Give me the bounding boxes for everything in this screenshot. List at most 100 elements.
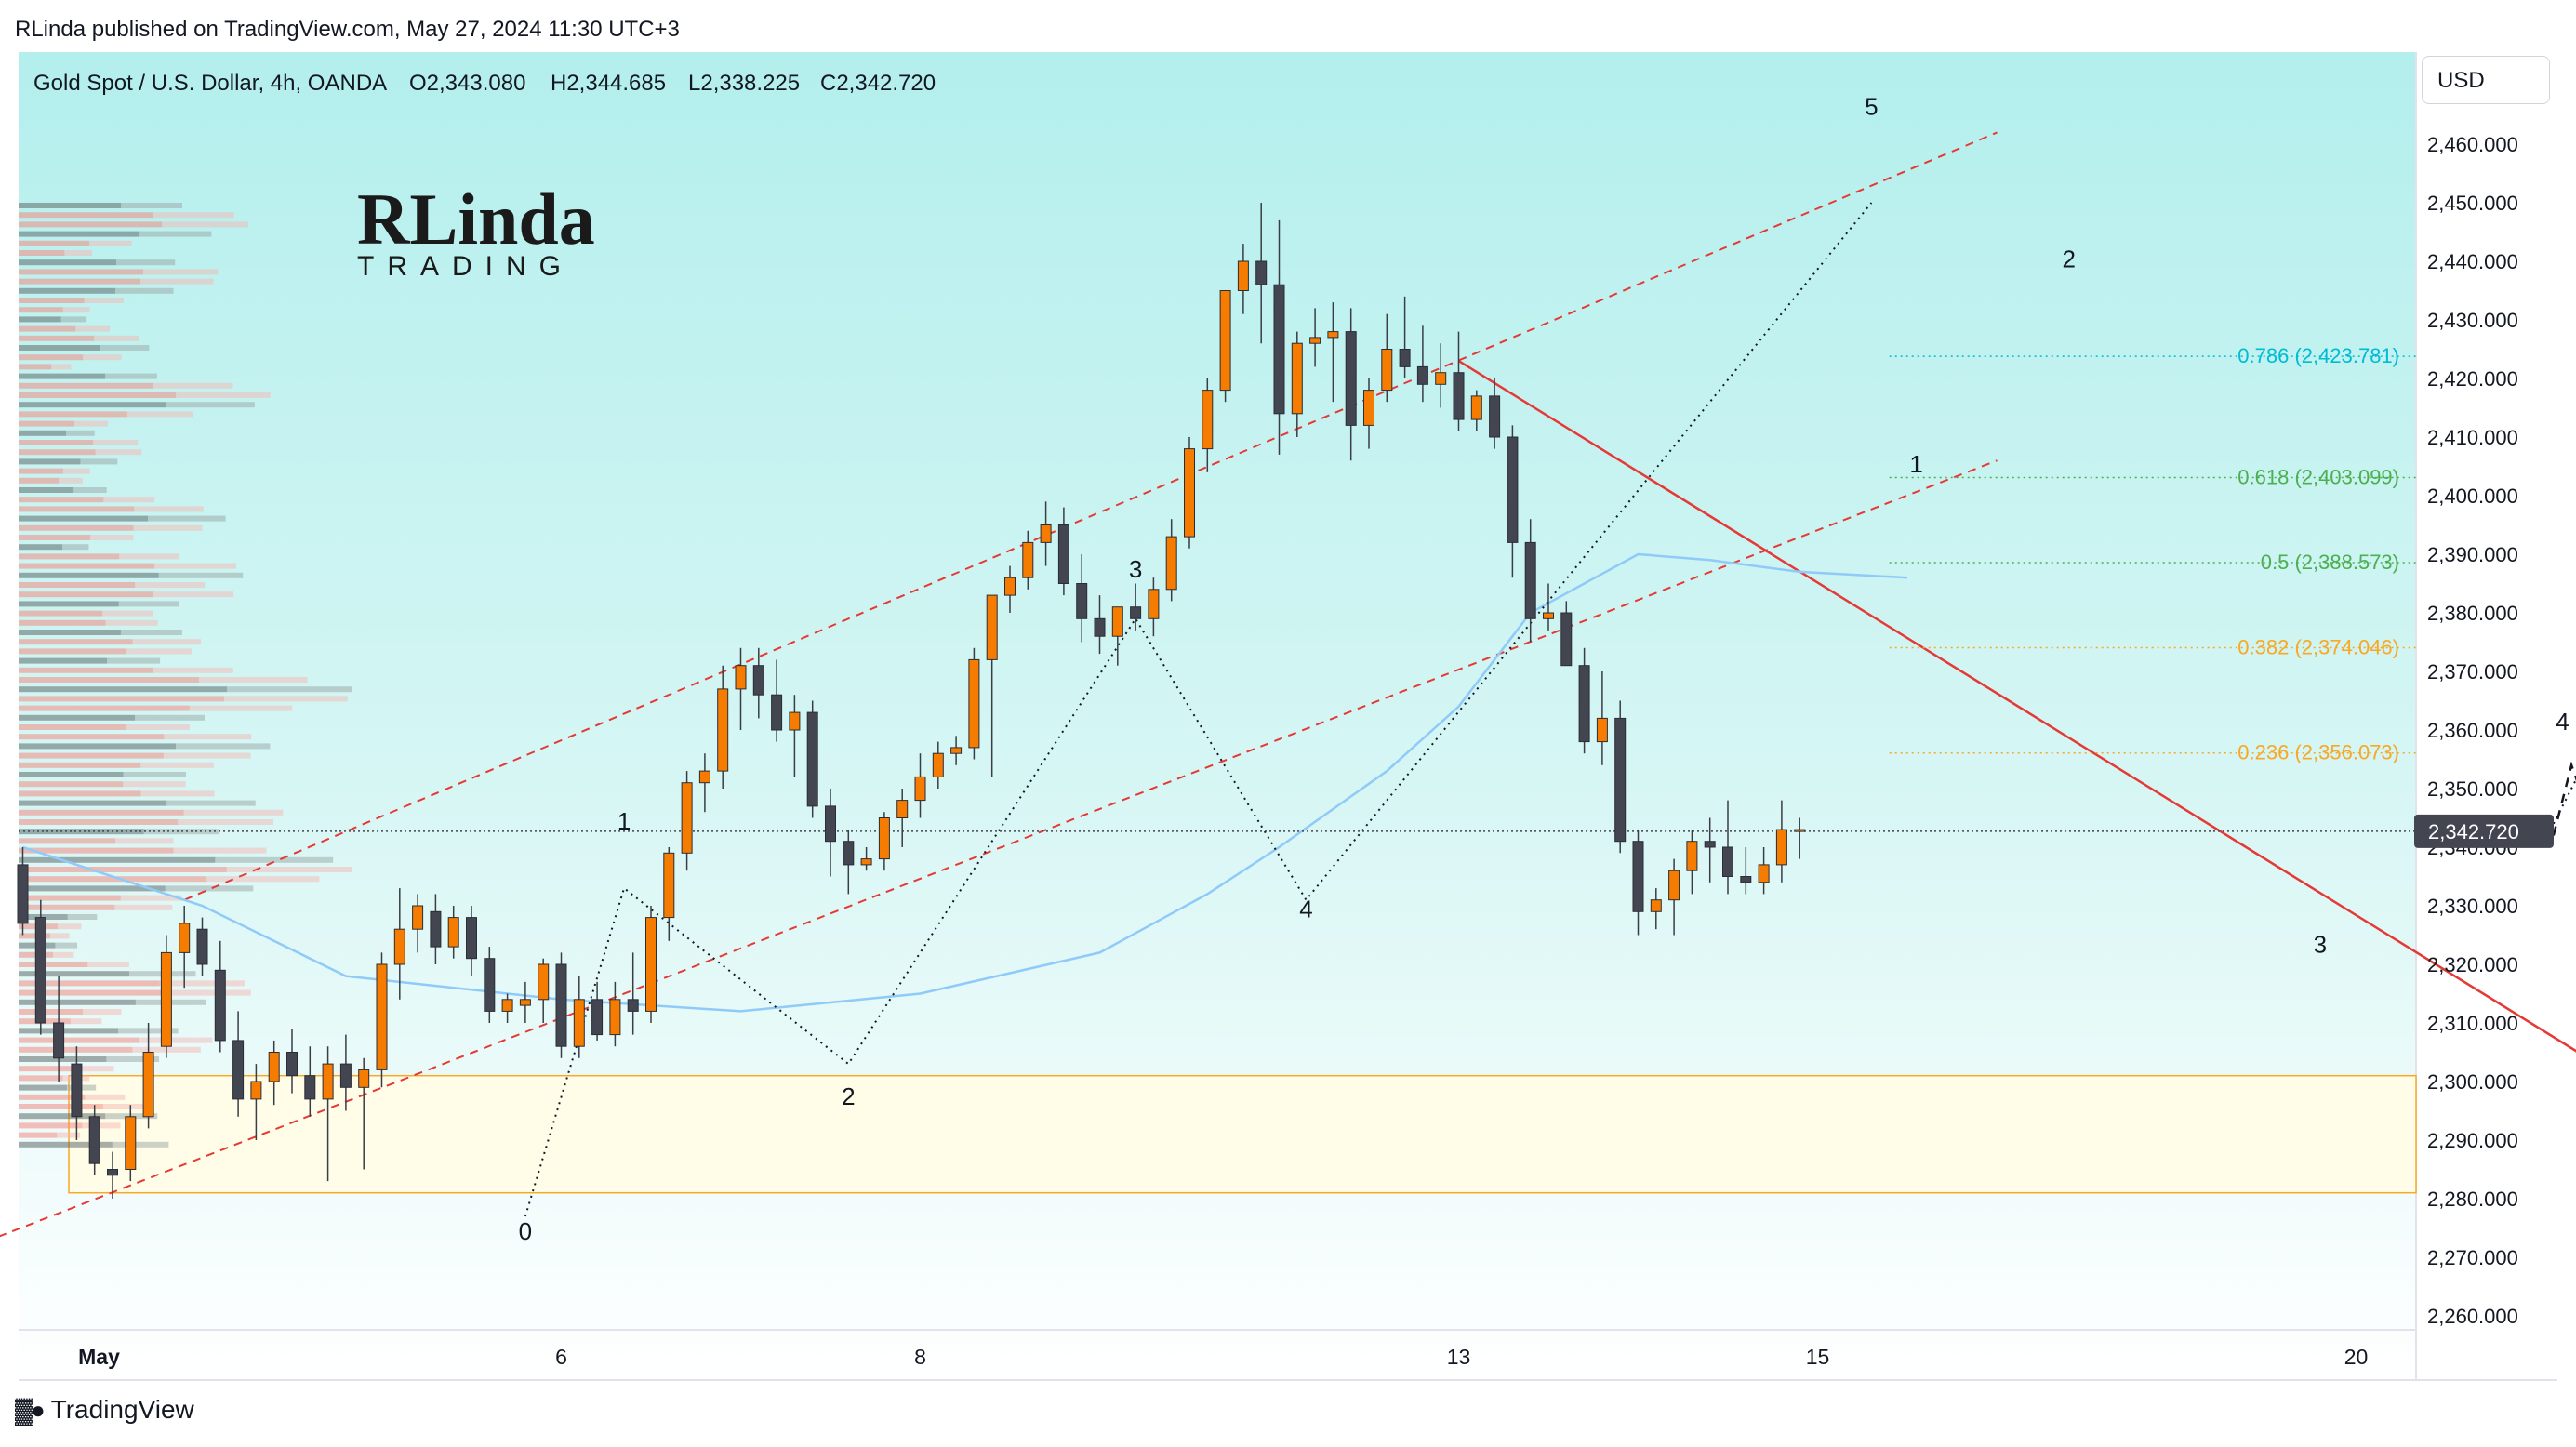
candle-bullish — [1309, 337, 1321, 344]
candle-bullish — [322, 1063, 334, 1100]
volume-profile-bar — [19, 212, 153, 219]
volume-profile-bar — [19, 1122, 83, 1129]
volume-profile-bar — [19, 829, 144, 835]
volume-profile-bar — [19, 610, 103, 617]
candle-bullish — [1435, 372, 1447, 385]
candle-bearish — [1094, 617, 1106, 637]
volume-profile-bar-ext — [162, 221, 248, 228]
volume-profile-bar-ext — [105, 373, 157, 379]
volume-profile-bar — [19, 856, 216, 863]
candle-bearish — [627, 999, 639, 1012]
fibonacci-levels: 0.786 (2,423.781) 0.618 (2,403.099) 0.5 (2… — [1889, 344, 2416, 764]
time-axis[interactable]: May68131520222729Jun — [78, 1345, 2576, 1369]
volume-profile-bar — [19, 411, 127, 418]
volume-profile-bar — [19, 989, 165, 996]
candle-bullish — [986, 594, 998, 660]
candle-bullish — [645, 917, 657, 1012]
volume-profile-bar — [19, 1009, 84, 1015]
volume-profile-bar — [19, 639, 133, 645]
volume-profile-bar — [19, 440, 94, 445]
volume-profile-bar — [19, 1028, 119, 1034]
candle-bullish — [860, 858, 872, 866]
candle-bearish — [591, 999, 604, 1036]
volume-profile-bar — [19, 468, 63, 474]
candle-bullish — [663, 852, 675, 919]
volume-profile-bar — [19, 895, 121, 901]
fib-level-label: 0.618 (2,403.099) — [2237, 465, 2399, 488]
volume-profile-bar — [19, 772, 124, 777]
volume-profile-bar-ext — [183, 809, 284, 816]
wave-labels: 01234512344? — [519, 93, 2569, 1246]
volume-profile-bar-ext — [226, 867, 352, 872]
ohlc-high: H2,344.685 — [551, 71, 666, 96]
fib-level-label: 0.236 (2,356.073) — [2237, 741, 2399, 764]
fib-level-label: 0.786 (2,423.781) — [2237, 344, 2399, 367]
volume-profile-bar-ext — [58, 477, 83, 484]
volume-profile-bar — [19, 515, 149, 522]
volume-profile-bar-ext — [120, 630, 182, 635]
x-tick-label: 6 — [555, 1345, 567, 1369]
y-tick-label: 2,390.000 — [2427, 543, 2518, 566]
candle-bearish — [1560, 612, 1573, 667]
volume-profile-bar-ext — [173, 847, 267, 854]
candle-bullish — [1202, 390, 1214, 450]
candle-bullish — [412, 905, 424, 930]
volume-profile-bar — [19, 524, 134, 531]
price-axis[interactable]: 2,460.000 2,450.000 2,440.000 2,430.000 2,42… — [2414, 133, 2554, 1328]
volume-profile-bar — [19, 582, 136, 588]
ohlc-close: C2,342.720 — [820, 71, 936, 96]
volume-profile-bar-ext — [55, 942, 78, 949]
candle-bullish — [1668, 870, 1680, 901]
volume-profile-bar-ext — [53, 951, 74, 958]
volume-profile-bar — [19, 1075, 63, 1082]
candle-bullish — [914, 776, 926, 802]
volume-profile-bar — [19, 325, 76, 332]
volume-profile-bar-ext — [62, 468, 90, 474]
volume-profile-bar-ext — [102, 610, 153, 617]
candle-bearish — [843, 841, 855, 866]
volume-profile-bar-ext — [140, 790, 215, 797]
volume-profile-bar — [19, 677, 199, 683]
volume-profile-bar-ext — [139, 278, 214, 285]
candle-bullish — [1184, 448, 1195, 538]
volume-profile-bar-ext — [114, 904, 173, 910]
volume-profile-bar-ext — [163, 752, 251, 759]
volume-profile-bar — [19, 269, 144, 275]
y-tick-label: 2,350.000 — [2427, 777, 2518, 801]
volume-profile-bar-ext — [139, 1037, 213, 1043]
candle-bearish — [430, 910, 442, 948]
volume-profile-bar-ext — [215, 856, 334, 863]
candle-bullish — [896, 800, 909, 818]
candle-bearish — [484, 958, 496, 1012]
volume-profile-bar — [19, 1104, 103, 1109]
y-tick-label: 2,280.000 — [2427, 1188, 2518, 1211]
y-tick-label: 2,450.000 — [2427, 192, 2518, 215]
volume-profile-bar — [19, 316, 61, 323]
candle-bullish — [538, 963, 550, 1001]
x-tick-label: 8 — [914, 1345, 926, 1369]
currency-button[interactable]: USD — [2422, 56, 2550, 104]
volume-profile-bar-ext — [102, 1104, 154, 1109]
volume-profile-bar — [19, 1094, 86, 1100]
volume-profile-bar — [19, 999, 136, 1005]
wave-label: 0 — [519, 1217, 532, 1245]
moving-average-line — [22, 552, 1908, 1013]
y-tick-label: 2,310.000 — [2427, 1012, 2518, 1035]
candle-bearish — [286, 1052, 298, 1077]
tradingview-footer[interactable]: ▓● TradingView — [15, 1395, 194, 1425]
candle-bullish — [179, 923, 191, 953]
volume-profile-bar — [19, 402, 166, 408]
wave-label: 2 — [842, 1082, 855, 1110]
volume-profile-bar-ext — [176, 392, 271, 398]
candle-bullish — [1363, 390, 1374, 426]
candle-bullish — [268, 1052, 280, 1082]
volume-profile-bar — [19, 752, 164, 759]
downtrend-line — [1457, 360, 2576, 1053]
volume-profile-bar-ext — [93, 440, 139, 445]
volume-profile-bar — [19, 867, 227, 872]
candle-bullish — [250, 1081, 262, 1100]
volume-profile-bar-ext — [84, 298, 124, 303]
volume-profile-bar-ext — [82, 1122, 121, 1129]
y-tick-label: 2,460.000 — [2427, 133, 2518, 156]
